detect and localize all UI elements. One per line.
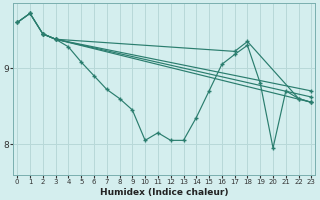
X-axis label: Humidex (Indice chaleur): Humidex (Indice chaleur)	[100, 188, 228, 197]
